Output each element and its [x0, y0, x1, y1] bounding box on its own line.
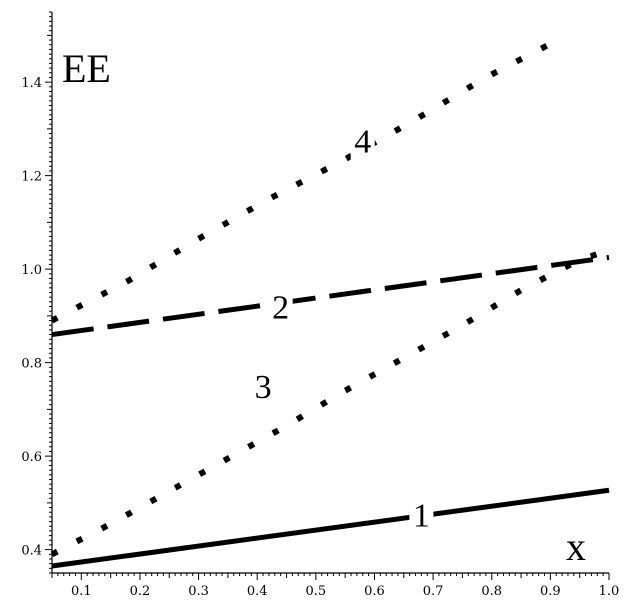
- x-tick-label: 0.4: [247, 584, 268, 599]
- series-4-line: [50, 35, 564, 324]
- y-tick-label: 1.4: [21, 76, 42, 91]
- x-axis-label: x: [566, 524, 586, 569]
- series-4-label: 4: [354, 124, 371, 161]
- y-tick-label: 1.2: [21, 170, 42, 185]
- x-tick-label: 0.3: [188, 584, 209, 599]
- series-layer: [50, 35, 610, 569]
- x-tick-label: 0.5: [305, 584, 326, 599]
- series-2-line: [51, 254, 610, 338]
- series-2-label-bg: [268, 287, 293, 326]
- series-2-label: 2: [272, 290, 289, 327]
- series-3-label-bg: [251, 367, 276, 405]
- y-axis-label: EE: [62, 46, 111, 91]
- x-tick-label: 0.9: [540, 584, 561, 599]
- series-3-label: 3: [255, 369, 272, 406]
- series-4-label-bg: [350, 121, 375, 160]
- series-1-label: 1: [413, 498, 430, 535]
- series-3-line: [50, 247, 610, 557]
- y-tick-label: 1.0: [21, 263, 42, 278]
- series-1-line: [51, 487, 610, 569]
- labels-layer: 1 2 3 4: [251, 121, 434, 535]
- y-tick-label: 0.4: [21, 544, 42, 559]
- x-tick-label: 0.1: [71, 584, 92, 599]
- y-tick-label: 0.8: [21, 357, 42, 372]
- x-tick-label: 0.8: [481, 584, 502, 599]
- y-tick-label: 0.6: [21, 450, 42, 465]
- x-tick-label: 0.7: [423, 584, 444, 599]
- x-tick-label: 1.0: [599, 584, 620, 599]
- x-tick-label: 0.2: [130, 584, 151, 599]
- x-tick-label: 0.6: [364, 584, 385, 599]
- series-1-label-bg: [409, 495, 434, 534]
- axes: 0.1 0.2 0.3 0.4 0.5 0.6 0.7 0.8 0.9 1.0 0.4 0.6 0.8 1…: [21, 11, 620, 599]
